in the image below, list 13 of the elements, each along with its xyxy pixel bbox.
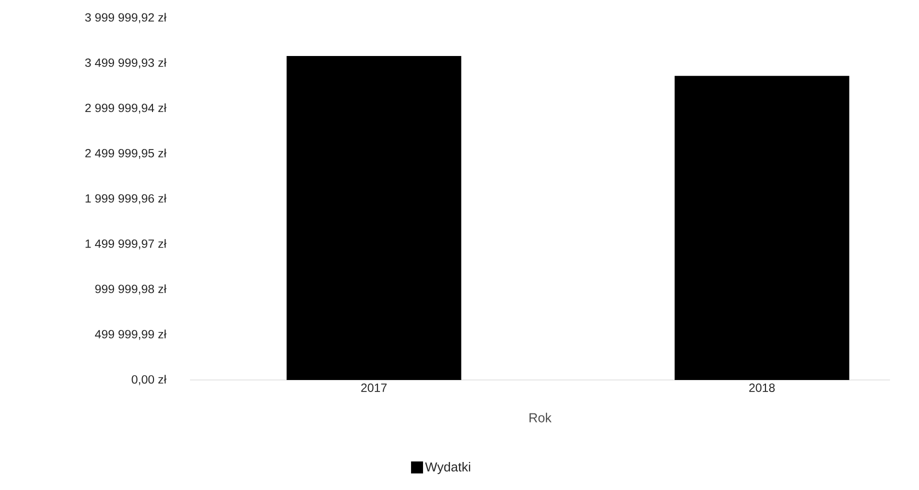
y-tick-label: 0,00 zł [132,374,166,386]
legend-label: Wydatki [425,462,470,474]
x-tick-label: 2018 [749,384,775,392]
y-tick-label: 1 999 999,96 zł [86,194,166,204]
y-tick-label: 3 999 999,92 zł [85,12,166,24]
y-tick-label: 999 999,98 zł [95,284,166,295]
x-axis-title: Rok [530,412,552,422]
y-tick-label: 2 999 999,94 zł [85,103,166,114]
y-tick-label: 3 499 999,93 zł [85,58,166,68]
y-tick-label: 499 999,99 zł [94,330,166,340]
y-tick-label: 1 499 999,97 zł [86,239,166,250]
x-tick-label: 2017 [361,384,387,392]
y-tick-label: 2 499 999,95 zł [85,148,166,159]
